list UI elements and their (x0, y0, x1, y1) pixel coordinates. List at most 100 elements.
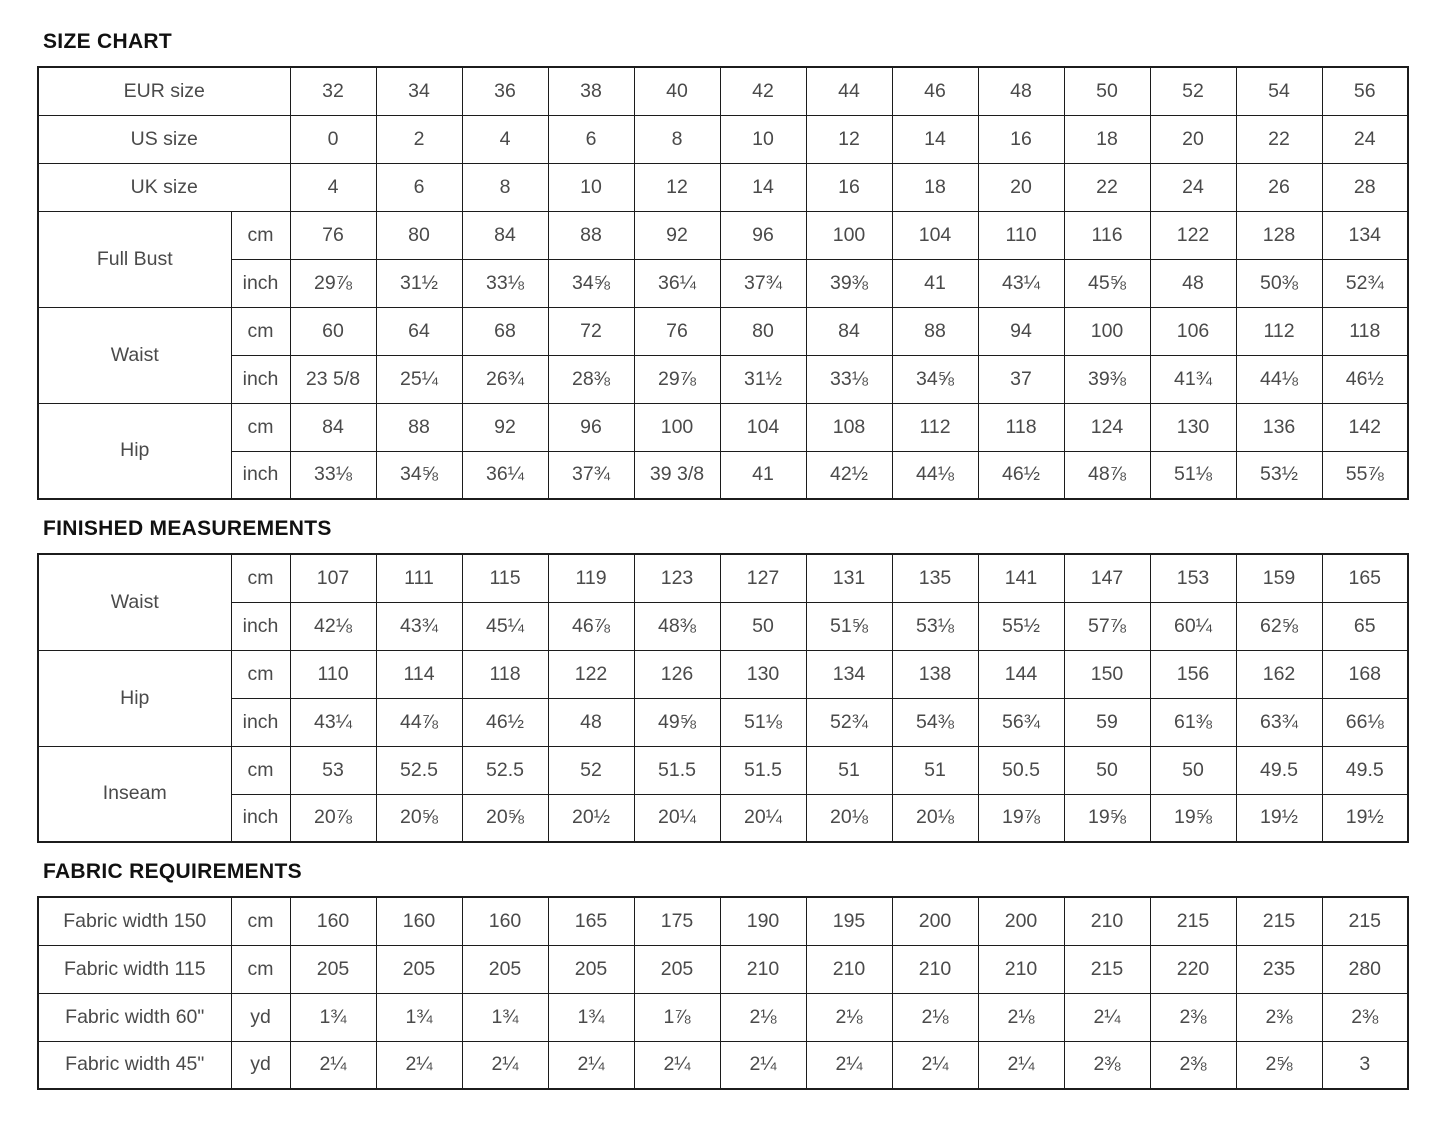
value-cell: 46½ (461, 697, 549, 747)
value-cell: 126 (633, 649, 721, 699)
value-cell: 19⅞ (977, 793, 1065, 843)
value-cell: 44⅞ (375, 697, 463, 747)
value-cell: 0 (289, 114, 377, 164)
row-label: Full Bust (37, 210, 232, 308)
value-cell: 84 (289, 402, 377, 452)
value-cell: 130 (1149, 402, 1237, 452)
unit-cell: yd (230, 992, 291, 1042)
value-cell: 20⅛ (891, 793, 979, 843)
value-cell: 205 (461, 944, 549, 994)
value-cell: 160 (289, 896, 377, 946)
unit-cell: cm (230, 210, 291, 260)
value-cell: 48⅜ (633, 601, 721, 651)
value-cell: 19½ (1235, 793, 1323, 843)
value-cell: 52¾ (1321, 258, 1409, 308)
value-cell: 46½ (977, 450, 1065, 500)
value-cell: 34 (375, 66, 463, 116)
value-cell: 134 (805, 649, 893, 699)
value-cell: 118 (1321, 306, 1409, 356)
value-cell: 26¾ (461, 354, 549, 404)
value-cell: 45¼ (461, 601, 549, 651)
value-cell: 54 (1235, 66, 1323, 116)
row-label: UK size (37, 162, 291, 212)
value-cell: 2¼ (891, 1040, 979, 1090)
value-cell: 162 (1235, 649, 1323, 699)
value-cell: 29⅞ (633, 354, 721, 404)
unit-cell: inch (230, 793, 291, 843)
value-cell: 153 (1149, 553, 1237, 603)
row-label: Waist (37, 553, 232, 651)
value-cell: 64 (375, 306, 463, 356)
value-cell: 54⅜ (891, 697, 979, 747)
value-cell: 8 (633, 114, 721, 164)
value-cell: 10 (547, 162, 635, 212)
value-cell: 48 (1149, 258, 1237, 308)
value-cell: 50 (1063, 745, 1151, 795)
value-cell: 52.5 (461, 745, 549, 795)
value-cell: 215 (1321, 896, 1409, 946)
unit-cell: cm (230, 306, 291, 356)
value-cell: 104 (891, 210, 979, 260)
value-cell: 51⅛ (719, 697, 807, 747)
value-cell: 160 (461, 896, 549, 946)
value-cell: 39⅜ (1063, 354, 1151, 404)
value-cell: 42 (719, 66, 807, 116)
value-cell: 80 (719, 306, 807, 356)
value-cell: 19½ (1321, 793, 1409, 843)
value-cell: 195 (805, 896, 893, 946)
value-cell: 20 (977, 162, 1065, 212)
value-cell: 20⅝ (461, 793, 549, 843)
value-cell: 122 (1149, 210, 1237, 260)
value-cell: 55½ (977, 601, 1065, 651)
value-cell: 92 (633, 210, 721, 260)
value-cell: 112 (891, 402, 979, 452)
section-title-fabric-requirements: FABRIC REQUIREMENTS (43, 860, 302, 883)
value-cell: 20¼ (719, 793, 807, 843)
value-cell: 110 (977, 210, 1065, 260)
value-cell: 20⅝ (375, 793, 463, 843)
value-cell: 56 (1321, 66, 1409, 116)
value-cell: 210 (977, 944, 1065, 994)
value-cell: 43¼ (977, 258, 1065, 308)
value-cell: 20⅛ (805, 793, 893, 843)
value-cell: 63¾ (1235, 697, 1323, 747)
unit-cell: cm (230, 553, 291, 603)
value-cell: 124 (1063, 402, 1151, 452)
value-cell: 33⅛ (289, 450, 377, 500)
value-cell: 22 (1063, 162, 1151, 212)
value-cell: 34⅝ (547, 258, 635, 308)
value-cell: 168 (1321, 649, 1409, 699)
row-label: Hip (37, 402, 232, 500)
value-cell: 50.5 (977, 745, 1065, 795)
row-label: Hip (37, 649, 232, 747)
value-cell: 37¾ (719, 258, 807, 308)
value-cell: 55⅞ (1321, 450, 1409, 500)
value-cell: 210 (719, 944, 807, 994)
value-cell: 50 (719, 601, 807, 651)
value-cell: 44⅛ (1235, 354, 1323, 404)
value-cell: 94 (977, 306, 1065, 356)
value-cell: 68 (461, 306, 549, 356)
fabric-requirements-table: Fabric width 150 cm 160 160 160 165 175 190 195 2… (37, 896, 1409, 1090)
table-row: Fabric width 60" yd 1¾ 1¾ 1¾ 1¾ 1⅞ 2⅛ 2⅛ 2⅛ 2⅛ 2¼ 2⅜… (37, 992, 1409, 1042)
value-cell: 280 (1321, 944, 1409, 994)
table-row: inch 43¼ 44⅞ 46½ 48 49⅝ 51⅛ 52¾ 54⅜ 56¾ 59 61⅜ 63¾ 66… (38, 697, 1409, 747)
value-cell: 51 (891, 745, 979, 795)
table-row: Hip cm 110 114 118 122 126 130 134 138 144 150 156 16… (37, 649, 1409, 747)
value-cell: 200 (891, 896, 979, 946)
value-cell: 26 (1235, 162, 1323, 212)
value-cell: 20⅞ (289, 793, 377, 843)
row-label: Waist (37, 306, 232, 404)
value-cell: 156 (1149, 649, 1237, 699)
row-label: Inseam (37, 745, 232, 843)
value-cell: 24 (1149, 162, 1237, 212)
value-cell: 115 (461, 553, 549, 603)
value-cell: 41 (891, 258, 979, 308)
value-cell: 41¾ (1149, 354, 1237, 404)
value-cell: 60¼ (1149, 601, 1237, 651)
unit-cell: cm (230, 944, 291, 994)
value-cell: 2⅜ (1149, 1040, 1237, 1090)
value-cell: 4 (289, 162, 377, 212)
value-cell: 4 (461, 114, 549, 164)
value-cell: 51⅝ (805, 601, 893, 651)
